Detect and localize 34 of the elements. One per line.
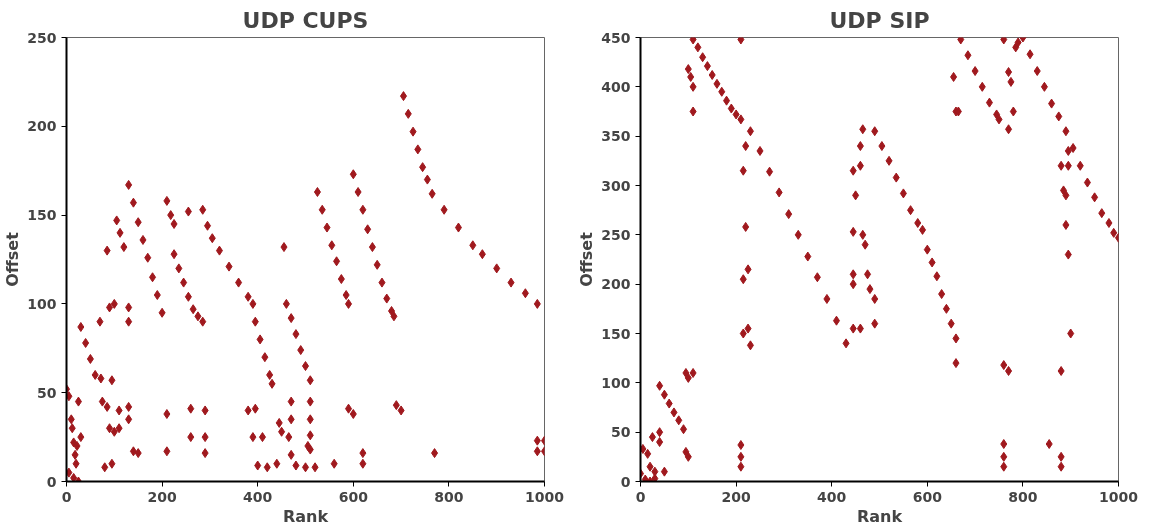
y-tick-label: 0 [620,473,631,490]
y-tick-label: 200 [27,118,57,135]
x-tick-label: 0 [635,488,646,505]
y-tick-label: 250 [27,29,57,46]
y-tick-label: 150 [601,325,631,342]
x-tick-label: 400 [243,488,273,505]
y-tick-label: 250 [601,226,631,243]
x-tick-label: 600 [912,488,943,505]
y-axis-title: Offset [577,231,597,287]
x-tick-label: 1000 [525,488,565,505]
x-tick-label: 800 [434,488,464,505]
y-tick-label: 300 [601,177,631,194]
y-tick-label: 0 [46,473,57,490]
y-tick-label: 400 [601,78,631,95]
x-tick-label: 200 [147,488,177,505]
x-tick-label: 600 [338,488,369,505]
y-tick-label: 50 [611,424,631,441]
y-axis-title: Offset [3,231,23,287]
x-tick-label: 400 [817,488,847,505]
x-tick-label: 200 [721,488,751,505]
x-tick-label: 800 [1008,488,1038,505]
chart-title: UDP SIP [829,7,930,33]
y-tick-label: 200 [601,276,631,293]
x-axis-title: Rank [856,506,903,526]
y-tick-label: 450 [601,29,631,46]
x-tick-label: 0 [61,488,72,505]
y-tick-label: 150 [27,207,57,224]
x-axis-title: Rank [282,506,329,526]
y-tick-label: 100 [601,374,631,391]
x-tick-label: 1000 [1099,488,1139,505]
y-tick-label: 50 [37,384,57,401]
y-tick-label: 350 [601,128,631,145]
y-tick-label: 100 [27,295,57,312]
chart-title: UDP CUPS [242,7,369,33]
